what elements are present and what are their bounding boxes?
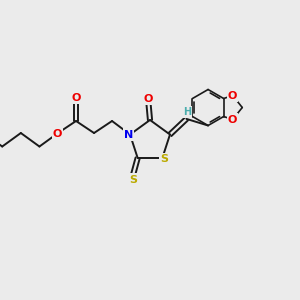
Text: S: S (129, 175, 137, 184)
Text: O: O (53, 129, 62, 139)
Text: O: O (228, 115, 237, 124)
Text: O: O (144, 94, 153, 104)
Text: S: S (160, 154, 168, 164)
Text: O: O (71, 93, 81, 103)
Text: H: H (183, 107, 191, 117)
Text: O: O (228, 91, 237, 100)
Text: N: N (124, 130, 133, 140)
